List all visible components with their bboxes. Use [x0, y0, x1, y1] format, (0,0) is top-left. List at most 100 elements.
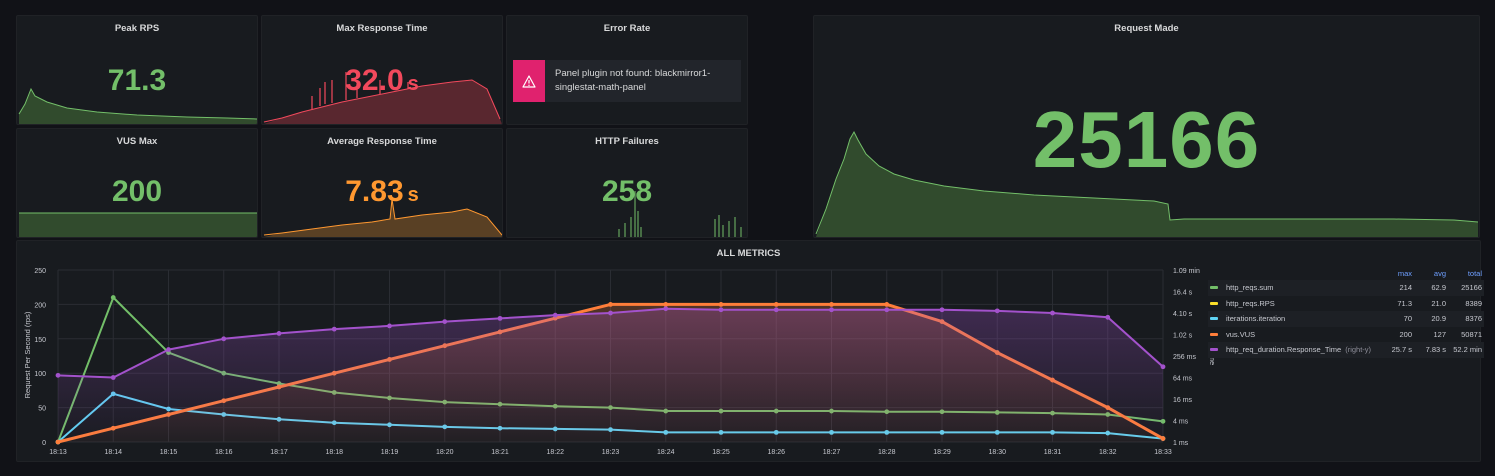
legend-series-label: http_req_duration.Response_Time: [1226, 345, 1342, 355]
x-axis-tick-label: 18:33: [1154, 449, 1172, 456]
max-response-time-panel[interactable]: Max Response Time 32.0 s: [261, 15, 503, 125]
legend-series-label: http_reqs.RPS: [1226, 298, 1275, 308]
legend-series-name[interactable]: http_reqs.RPS: [1226, 299, 1378, 308]
left-axis-tick-label: 100: [34, 371, 46, 378]
http-req-duration-response-time-point: [939, 307, 945, 313]
left-axis-tick-label: 0: [42, 440, 46, 447]
http-req-duration-response-time-point: [884, 307, 890, 313]
legend-row[interactable]: http_reqs.RPS 71.3 21.0 8389: [1208, 296, 1484, 312]
x-axis-tick-label: 18:29: [933, 449, 951, 456]
vus-max-sparkline: [19, 212, 257, 237]
legend-swatch[interactable]: [1210, 301, 1218, 305]
panel-title: ALL METRICS: [716, 248, 781, 259]
legend-total-value: 25166: [1461, 283, 1482, 293]
panel-title: Max Response Time: [336, 23, 428, 34]
http-req-duration-response-time-point: [221, 336, 227, 342]
legend-max-value: 70: [1403, 314, 1412, 324]
http-req-duration-response-time-point: [552, 312, 558, 318]
vus-vus-point: [718, 302, 724, 307]
http-req-duration-response-time-point: [442, 319, 448, 324]
plugin-error-line-1: Panel plugin not found: blackmirror1-: [555, 68, 711, 79]
x-axis-tick-label: 18:25: [712, 449, 730, 456]
http-req-duration-response-time-point: [718, 307, 724, 313]
legend-swatch[interactable]: [1210, 332, 1218, 336]
legend-header-total[interactable]: total: [1467, 268, 1482, 278]
http-failures-value: 258: [601, 175, 653, 208]
legend-total-value: 8389: [1465, 298, 1482, 308]
legend-swatch[interactable]: [1210, 348, 1218, 352]
right-axis-tick-label: 1.09 min: [1173, 268, 1200, 275]
legend-row[interactable]: http_reqs.sum 214 62.9 25166: [1208, 280, 1484, 296]
x-axis-tick-label: 18:22: [546, 449, 564, 456]
right-axis-tick-label: 4 ms: [1173, 419, 1189, 426]
legend-series-label: http_reqs.sum: [1226, 283, 1274, 293]
panel-title: Error Rate: [603, 23, 651, 34]
x-axis-tick-label: 18:18: [325, 449, 343, 456]
legend-max-value: 25.7 s: [1391, 345, 1412, 355]
legend-max-value: 71.3: [1397, 298, 1412, 308]
http-req-duration-response-time-point: [663, 306, 669, 312]
legend-header-max[interactable]: max: [1397, 268, 1412, 278]
legend-swatch[interactable]: [1210, 317, 1218, 321]
legend-avg-value: 7.83 s: [1425, 345, 1446, 355]
http-failures-panel[interactable]: HTTP Failures 258: [506, 128, 748, 238]
left-axis-tick-label: 150: [34, 337, 46, 344]
legend-swatch[interactable]: [1210, 286, 1218, 290]
legend-series-label: iterations.iteration: [1226, 314, 1286, 324]
legend-series-name[interactable]: iterations.iteration: [1226, 314, 1378, 323]
legend-header-avg[interactable]: avg: [1433, 268, 1446, 278]
legend-series-name[interactable]: http_reqs.sum: [1226, 283, 1378, 292]
vus-max-panel[interactable]: VUS Max 200: [16, 128, 258, 238]
legend-series-name[interactable]: http_req_duration.Response_Time (right-y): [1226, 345, 1378, 354]
right-axis-tick-label: 16.4 s: [1173, 290, 1193, 297]
right-axis-tick-label: 1 ms: [1173, 440, 1189, 447]
request-made-panel[interactable]: Request Made 25166: [813, 15, 1480, 238]
legend-total-value: 8376: [1465, 314, 1482, 324]
x-axis-tick-label: 18:16: [215, 449, 233, 456]
x-axis-tick-label: 18:26: [767, 449, 785, 456]
legend-header: max avg total: [1208, 266, 1484, 280]
http-req-duration-response-time-point: [497, 315, 503, 321]
vus-vus-point: [773, 302, 779, 307]
legend-series-label: vus.VUS: [1226, 329, 1256, 339]
legend-row[interactable]: vus.VUS 200 127 50871: [1208, 327, 1484, 343]
warning-triangle-icon: [513, 60, 545, 102]
legend-row[interactable]: http_req_duration.Response_Time (right-y)…: [1208, 342, 1484, 358]
request-made-sparkline: [815, 130, 1479, 237]
right-axis-tick-label: 1.02 s: [1173, 333, 1193, 340]
plugin-error-alert: Panel plugin not found: blackmirror1- si…: [513, 60, 741, 102]
average-response-time-panel[interactable]: Average Response Time 7.83 s: [261, 128, 503, 238]
vus-vus-point: [829, 302, 834, 307]
right-axis-tick-label: 64 ms: [1173, 376, 1193, 383]
x-axis-tick-label: 18:15: [160, 449, 178, 456]
legend-axis-note: (right-y): [1345, 345, 1372, 355]
legend-row[interactable]: iterations.iteration 70 20.9 8376: [1208, 311, 1484, 327]
http-req-duration-response-time-point: [1160, 364, 1166, 370]
max-response-time-unit: s: [407, 73, 419, 95]
max-response-time-sparkline: [263, 72, 502, 124]
x-axis-tick-label: 18:27: [823, 449, 841, 456]
right-axis-ticks: 1 ms 4 ms 16 ms 64 ms 256 ms 1.02 s 4.10 s 16.4…: [1173, 268, 1200, 447]
legend-max-value: 214: [1399, 283, 1412, 293]
vus-vus-point: [884, 302, 890, 307]
x-axis-tick-label: 18:30: [988, 449, 1006, 456]
http-req-duration-response-time-point: [994, 308, 1000, 314]
legend-total-value: 50871: [1461, 329, 1482, 339]
legend-series-name[interactable]: vus.VUS: [1226, 330, 1378, 339]
request-made-value: 25166: [1032, 95, 1261, 184]
http-req-duration-response-time-point: [608, 310, 613, 316]
error-rate-panel[interactable]: Error Rate Panel plugin not found: black…: [506, 15, 748, 125]
chart-series: [55, 295, 1166, 445]
chart-legend: max avg total http_reqs.sum 214 62.9 251…: [1208, 266, 1484, 358]
panel-title: Request Made: [1114, 23, 1179, 34]
left-axis-label: Request Per Second (rps): [23, 311, 32, 398]
x-axis-tick-label: 18:32: [1099, 449, 1117, 456]
panel-title: VUS Max: [116, 136, 158, 147]
panel-title: Average Response Time: [327, 136, 437, 147]
x-axis-tick-label: 18:19: [381, 449, 399, 456]
x-axis-tick-label: 18:14: [104, 449, 122, 456]
x-axis-tick-label: 18:28: [878, 449, 896, 456]
max-response-time-value: 32.0 s: [262, 64, 502, 98]
peak-rps-panel[interactable]: Peak RPS 71.3: [16, 15, 258, 125]
